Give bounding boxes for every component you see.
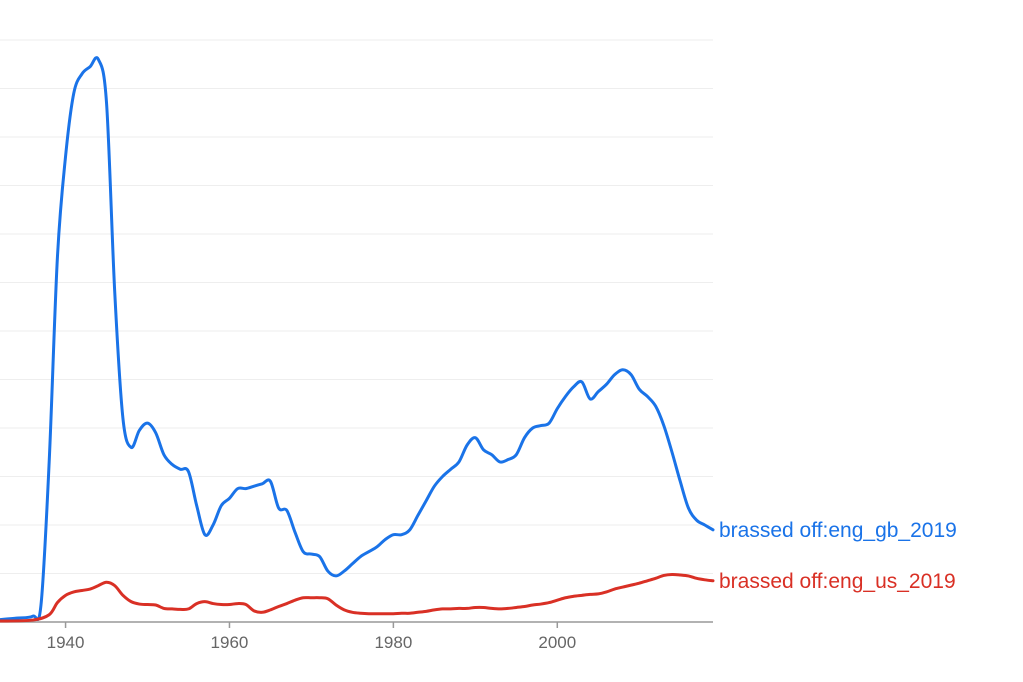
gridlines — [0, 39, 713, 574]
x-tick-label: 2000 — [538, 633, 576, 652]
x-axis-ticks: 1940 1960 1980 2000 — [47, 622, 576, 652]
x-tick-label: 1960 — [211, 633, 249, 652]
series-line-1 — [0, 56, 715, 622]
series-line-2 — [0, 572, 715, 623]
x-tick-label: 1980 — [374, 633, 412, 652]
x-tick-label: 1940 — [47, 633, 85, 652]
series-lines — [0, 56, 715, 623]
series-label-1: brassed off:eng_gb_2019 — [719, 519, 957, 542]
series-label-2: brassed off:eng_us_2019 — [719, 570, 956, 593]
